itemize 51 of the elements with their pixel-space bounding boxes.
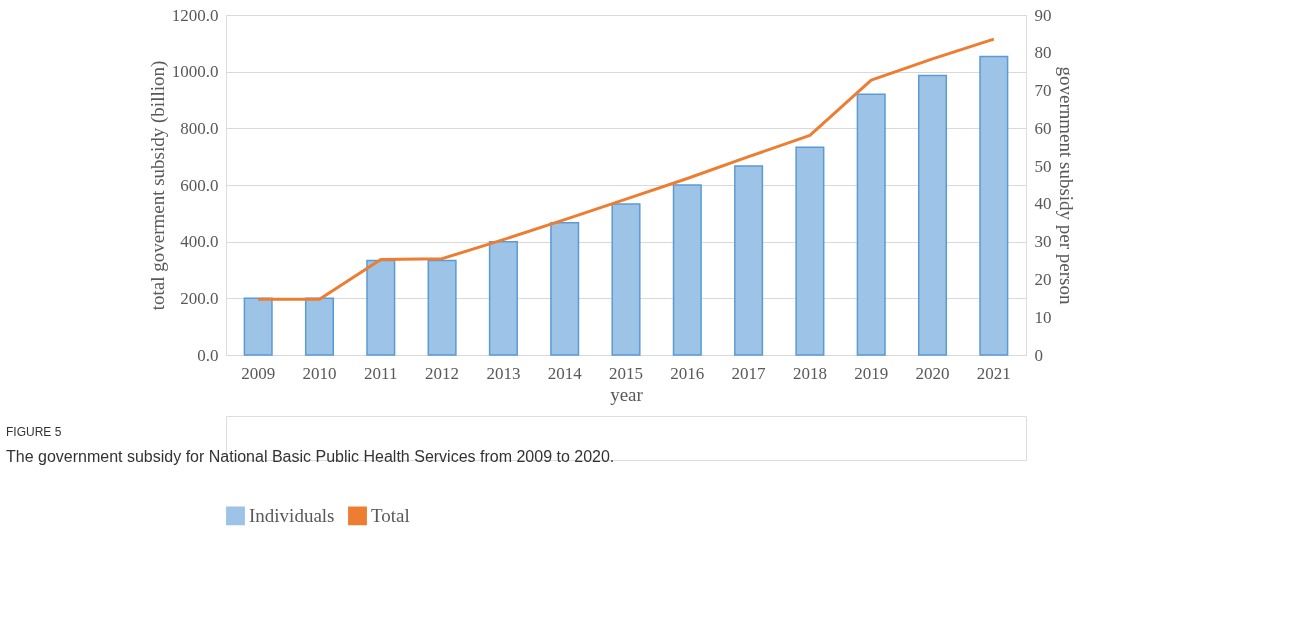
y-tick-label: 800.0 — [180, 118, 219, 138]
legend-label: Total — [371, 504, 410, 526]
y2-tick-label: 40 — [1034, 194, 1052, 214]
x-tick-label: 2010 — [302, 363, 337, 383]
bar — [917, 74, 948, 356]
y2-tick-label: 70 — [1034, 81, 1052, 101]
text: The government subsidy for National Basic Public Health Services from 2009 to 2020. — [6, 448, 615, 465]
bar — [979, 55, 1009, 356]
y2-tick-label: 90 — [1034, 5, 1052, 25]
y-tick-label: 600.0 — [180, 175, 219, 195]
y-tick-label: 1000.0 — [171, 62, 219, 82]
bar — [672, 184, 702, 356]
x-tick-label: 2011 — [364, 363, 398, 383]
y2-tick-label: 20 — [1034, 269, 1052, 289]
x-tick-label: 2013 — [486, 363, 521, 383]
x-tick-label: 2020 — [915, 363, 950, 383]
y-tick-label: 0.0 — [197, 345, 219, 365]
y2-axis-title: government subsidy per person — [1055, 66, 1077, 305]
bar — [427, 259, 457, 356]
y-tick-label: 1200.0 — [171, 5, 219, 25]
y-axis-title: total goverment subsidy (billion) — [146, 60, 169, 311]
bar — [611, 203, 641, 356]
x-axis-title: year — [610, 383, 644, 405]
legend-label: Individuals — [249, 504, 335, 526]
x-tick-label: 2016 — [670, 363, 705, 383]
x-tick-label: 2021 — [976, 363, 1011, 383]
bar — [243, 297, 273, 356]
y2-tick-label: 60 — [1034, 118, 1052, 138]
bar — [795, 146, 825, 356]
y2-tick-label: 30 — [1034, 232, 1052, 252]
x-tick-label: 2018 — [792, 363, 827, 383]
x-tick-label: 2017 — [731, 363, 767, 383]
x-tick-label: 2019 — [854, 363, 889, 383]
bar — [550, 222, 580, 356]
caption: FIGURE 5 — [6, 425, 62, 439]
y2-tick-label: 0 — [1034, 345, 1043, 365]
y-tick-label: 200.0 — [180, 288, 219, 308]
x-tick-label: 2012 — [425, 363, 460, 383]
y2-tick-label: 50 — [1034, 156, 1052, 176]
line-series — [256, 37, 996, 301]
x-tick-label: 2015 — [609, 363, 643, 383]
x-tick-label: 2009 — [241, 363, 276, 383]
y2-tick-label: 80 — [1034, 43, 1052, 63]
y2-tick-label: 10 — [1034, 307, 1052, 327]
x-tick-label: 2014 — [547, 363, 583, 383]
bar — [856, 93, 886, 356]
bar — [734, 165, 764, 356]
bar — [366, 259, 396, 356]
bar — [304, 297, 335, 356]
y-tick-label: 400.0 — [180, 232, 219, 252]
bar — [488, 240, 518, 356]
